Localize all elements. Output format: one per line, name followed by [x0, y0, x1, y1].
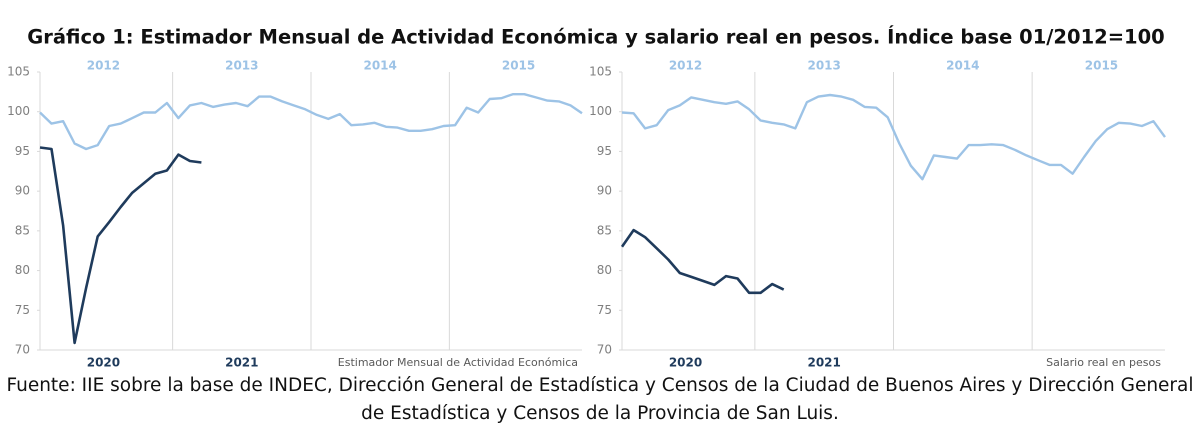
y-tick-label: 90	[15, 184, 30, 198]
y-tick-label: 80	[15, 263, 30, 277]
y-tick-label: 85	[15, 223, 30, 237]
y-tick-label: 105	[589, 65, 612, 79]
y-tick-label: 95	[15, 144, 30, 158]
top-year-label: 2013	[807, 59, 840, 73]
top-year-label: 2012	[87, 59, 120, 73]
y-tick-label: 75	[15, 303, 30, 317]
bottom-year-label: 2021	[225, 356, 258, 370]
chart: Gráfico 1: Estimador Mensual de Activida…	[7, 26, 1166, 370]
y-tick-label: 70	[15, 343, 30, 357]
series-label: Salario real en pesos	[1046, 356, 1161, 369]
series-line	[39, 146, 202, 345]
top-year-label: 2014	[946, 59, 979, 73]
y-tick-label: 85	[597, 223, 612, 237]
y-tick-label: 75	[597, 303, 612, 317]
y-tick-label: 70	[597, 343, 612, 357]
y-tick-label: 100	[589, 104, 612, 118]
series-label: Estimador Mensual de Actividad Económica	[338, 356, 578, 369]
y-tick-label: 90	[597, 184, 612, 198]
bottom-year-label: 2020	[87, 356, 120, 370]
bottom-year-label: 2020	[669, 356, 702, 370]
top-year-label: 2014	[363, 59, 396, 73]
y-tick-label: 105	[7, 65, 30, 79]
source-note: Fuente: IIE sobre la base de INDEC, Dire…	[6, 375, 1194, 424]
y-tick-label: 100	[7, 104, 30, 118]
bottom-year-label: 2021	[807, 356, 840, 370]
top-year-label: 2015	[502, 59, 535, 73]
series-line	[39, 93, 583, 151]
top-year-label: 2012	[669, 59, 702, 73]
series-line	[621, 93, 1166, 181]
top-year-label: 2013	[225, 59, 258, 73]
y-tick-label: 80	[597, 263, 612, 277]
y-tick-label: 95	[597, 144, 612, 158]
top-year-label: 2015	[1085, 59, 1118, 73]
series-line	[620, 228, 785, 295]
chart-title: Gráfico 1: Estimador Mensual de Activida…	[27, 26, 1165, 49]
